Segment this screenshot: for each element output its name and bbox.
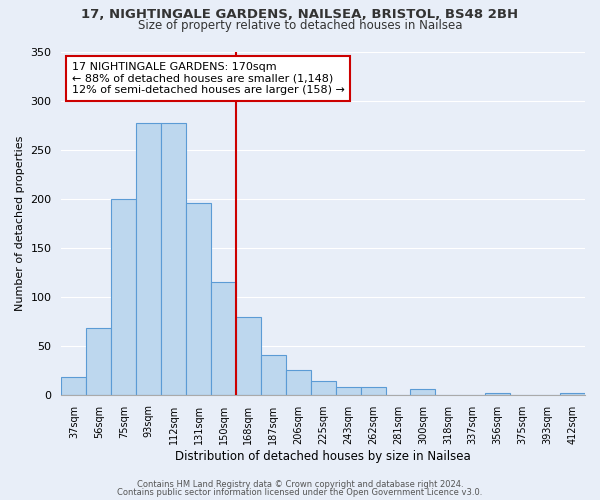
Bar [410,389,436,394]
Bar [361,387,386,394]
Bar [136,123,161,394]
Text: 17 NIGHTINGALE GARDENS: 170sqm
← 88% of detached houses are smaller (1,148)
12% : 17 NIGHTINGALE GARDENS: 170sqm ← 88% of … [72,62,345,95]
Bar [261,356,286,395]
Bar [286,370,311,394]
Text: 17, NIGHTINGALE GARDENS, NAILSEA, BRISTOL, BS48 2BH: 17, NIGHTINGALE GARDENS, NAILSEA, BRISTO… [82,8,518,20]
Bar [335,387,361,394]
Bar [186,204,211,394]
Text: Size of property relative to detached houses in Nailsea: Size of property relative to detached ho… [138,18,462,32]
Bar [61,377,86,394]
Bar [485,393,510,394]
Bar [211,282,236,395]
Bar [111,198,136,394]
Bar [161,123,186,394]
Text: Contains HM Land Registry data © Crown copyright and database right 2024.: Contains HM Land Registry data © Crown c… [137,480,463,489]
X-axis label: Distribution of detached houses by size in Nailsea: Distribution of detached houses by size … [175,450,471,462]
Bar [86,328,111,394]
Bar [560,393,585,394]
Bar [311,381,335,394]
Bar [236,318,261,394]
Y-axis label: Number of detached properties: Number of detached properties [15,136,25,311]
Text: Contains public sector information licensed under the Open Government Licence v3: Contains public sector information licen… [118,488,482,497]
